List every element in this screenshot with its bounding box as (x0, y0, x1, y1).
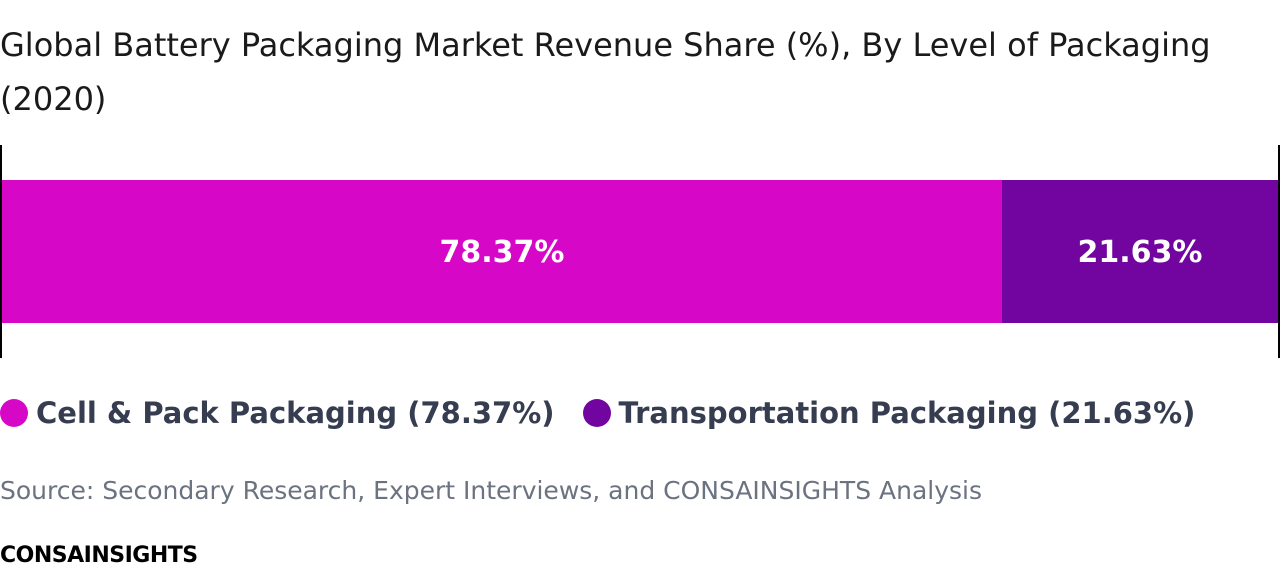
data-label: 78.37% (440, 235, 565, 270)
chart: 78.37% 21.63% (0, 145, 1280, 358)
source-note: Source: Secondary Research, Expert Inter… (0, 476, 983, 505)
legend-swatch (0, 399, 28, 427)
legend-label: Cell & Pack Packaging (78.37%) (36, 396, 555, 430)
chart-title: Global Battery Packaging Market Revenue … (0, 26, 1211, 118)
legend-label: Transportation Packaging (21.63%) (618, 396, 1196, 430)
data-label: 21.63% (1078, 235, 1203, 270)
legend-item: Transportation Packaging (21.63%) (582, 396, 1196, 430)
legend-item: Cell & Pack Packaging (78.37%) (0, 396, 555, 430)
legend-swatch (582, 399, 611, 427)
brand: CONSAINSIGHTS (0, 543, 198, 566)
bar-segment (2, 180, 1003, 323)
bar-segment (1002, 180, 1278, 323)
legend: Cell & Pack Packaging (78.37%) Transporta… (0, 396, 1195, 430)
